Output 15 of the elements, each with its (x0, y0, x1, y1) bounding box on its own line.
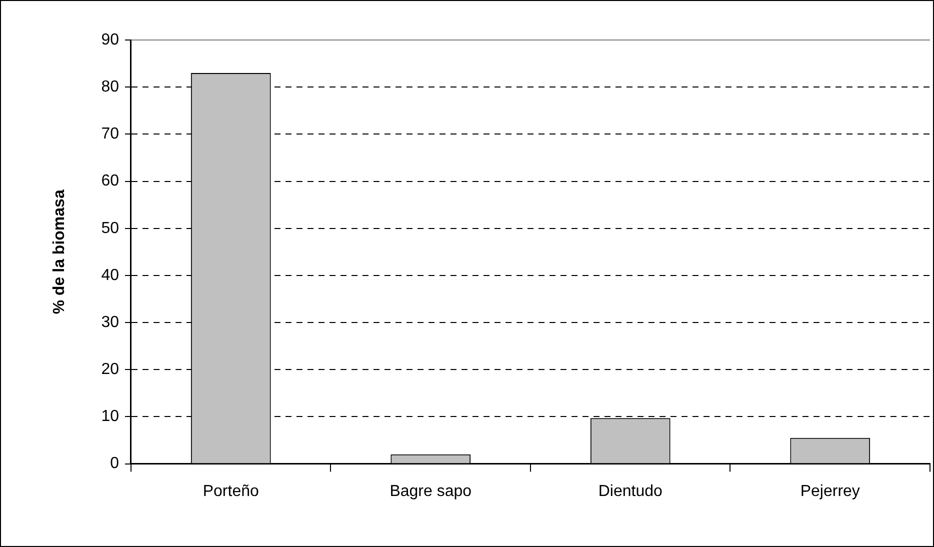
y-tick-label: 50 (101, 220, 120, 237)
y-tick-label: 0 (110, 455, 120, 472)
y-tick-label: 70 (101, 126, 120, 143)
y-tick-label: 60 (101, 172, 120, 190)
x-tick-label: Bagre sapo (390, 482, 472, 500)
y-tick-label: 40 (101, 266, 120, 284)
y-tick-label: 30 (101, 314, 120, 331)
y-axis-title: % de la biomasa (51, 190, 68, 314)
y-tick-label: 20 (101, 361, 120, 378)
x-tick-label: Dientudo (598, 482, 662, 500)
y-tick-label: 10 (101, 408, 120, 426)
x-tick-label: Pejerrey (800, 482, 860, 500)
x-tick-label: Porteño (202, 482, 259, 500)
y-tick-label: 80 (101, 78, 120, 96)
y-tick-label: 90 (101, 31, 120, 48)
